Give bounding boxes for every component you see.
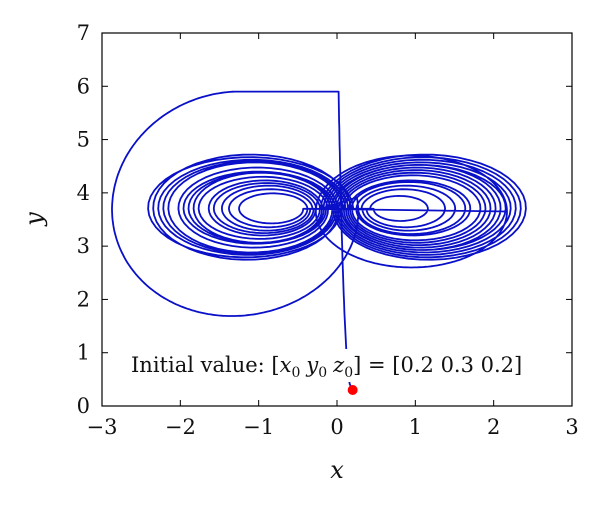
- annotation-z-sub: 0: [344, 365, 353, 381]
- x-tick-label: 1: [409, 415, 422, 439]
- annotation-suffix: ] = [0.2 0.3 0.2]: [353, 353, 522, 377]
- y-tick-label: 2: [77, 287, 90, 311]
- y-tick-label: 4: [77, 181, 90, 205]
- x-tick-label: 3: [565, 415, 578, 439]
- trajectory-line: [111, 90, 527, 391]
- y-tick-label: 6: [77, 74, 90, 98]
- annotation-y-sub: 0: [318, 365, 327, 381]
- annotation-prefix: Initial value: [: [131, 353, 280, 377]
- x-tick-label: −2: [165, 415, 196, 439]
- y-axis-label: y: [20, 212, 48, 227]
- x-tick-label: −3: [87, 415, 118, 439]
- annotation-x-var: x: [280, 353, 292, 377]
- y-tick-label: 0: [77, 394, 90, 418]
- annotation-x-sub: 0: [291, 365, 300, 381]
- x-axis-label: x: [330, 456, 344, 484]
- point-layer: [347, 385, 358, 396]
- y-tick-label: 7: [77, 21, 90, 45]
- annotation-text: Initial value: [x0 y0 z0] = [0.2 0.3 0.2]: [131, 353, 522, 381]
- initial-point-marker: [347, 385, 358, 396]
- trajectory-layer: [111, 90, 527, 391]
- x-tick-label: 0: [330, 415, 343, 439]
- annotation-z-var: z: [332, 353, 345, 377]
- x-tick-label: 2: [487, 415, 500, 439]
- initial-value-annotation: Initial value: [x0 y0 z0] = [0.2 0.3 0.2]: [128, 349, 566, 382]
- annotation-box: [128, 349, 566, 382]
- annotation-y-var: y: [305, 353, 319, 377]
- x-tick-label: −1: [243, 415, 274, 439]
- y-tick-label: 5: [77, 128, 90, 152]
- y-tick-label: 3: [77, 234, 90, 258]
- y-tick-label: 1: [77, 341, 90, 365]
- tick-layer: −3 −2 −1 0 1 2 3 0 1 2 3 4 5 6 7: [77, 21, 579, 439]
